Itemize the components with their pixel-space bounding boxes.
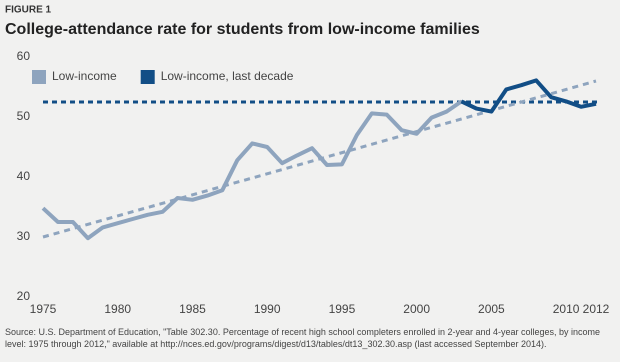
y-tick-label: 50 [17, 109, 31, 123]
x-tick-label: 1985 [179, 302, 206, 316]
legend-swatch [32, 70, 46, 84]
chart: FIGURE 1 College-attendance rate for stu… [5, 5, 610, 317]
x-tick-label: 2005 [478, 302, 505, 316]
source-note: Source: U.S. Department of Education, "T… [5, 327, 601, 349]
y-tick-label: 40 [17, 169, 31, 183]
y-tick-label: 60 [17, 49, 31, 63]
x-tick-label: 2012 [583, 302, 610, 316]
series-line [41, 99, 463, 241]
legend-label: Low-income, last decade [161, 69, 294, 83]
x-tick-label: 1975 [30, 302, 57, 316]
x-tick-label: 1990 [254, 302, 281, 316]
legend-swatch [140, 70, 155, 84]
x-tick-label: 1995 [329, 302, 356, 316]
chart-title: College-attendance rate for students fro… [5, 21, 480, 38]
x-tick-label: 2000 [403, 302, 430, 316]
y-tick-label: 30 [17, 229, 31, 243]
y-tick-label: 20 [17, 289, 31, 303]
x-tick-label: 2010 [553, 302, 580, 316]
legend-label: Low-income [52, 69, 117, 83]
figure-label: FIGURE 1 [5, 5, 52, 16]
series-line [460, 78, 597, 114]
x-tick-label: 1980 [104, 302, 131, 316]
